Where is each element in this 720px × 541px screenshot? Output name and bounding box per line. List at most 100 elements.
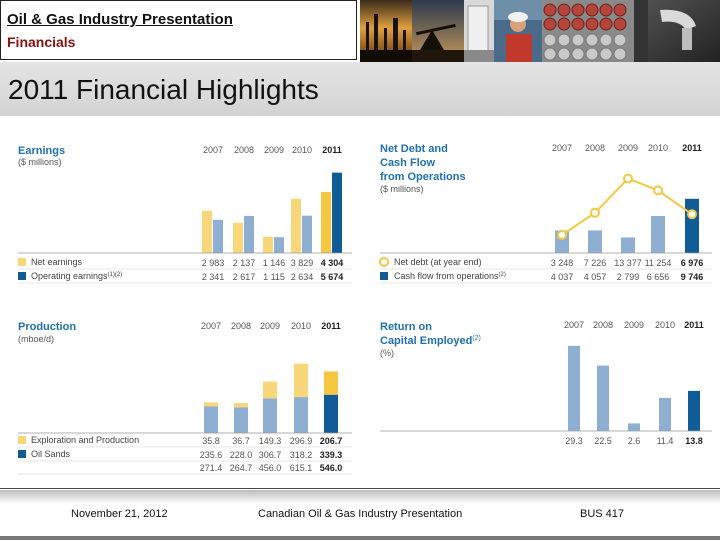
earnings-title: Earnings bbox=[18, 145, 65, 157]
slide-title-bar bbox=[0, 62, 720, 116]
earnings-bar-net-2009 bbox=[263, 236, 273, 253]
footer-title: Canadian Oil & Gas Industry Presentation bbox=[258, 508, 463, 520]
cash-flow-bar-2011 bbox=[685, 198, 699, 253]
net-debt-value-2007: 3 248 bbox=[551, 258, 574, 268]
net-debt-value-2009: 13 377 bbox=[614, 258, 642, 268]
net-debt-legend: Net debt (at year end) bbox=[394, 257, 482, 267]
earnings-year-2008: 2008 bbox=[234, 145, 254, 155]
production-bar-ep-2009 bbox=[263, 381, 277, 399]
production-bar-oilsands-2009 bbox=[263, 398, 277, 433]
roce-bar-2008 bbox=[597, 365, 609, 431]
earnings-year-2007: 2007 bbox=[203, 145, 223, 155]
production-value-oilsands-2008: 228.0 bbox=[230, 450, 253, 460]
cash-flow-bar-2009 bbox=[621, 237, 635, 253]
production-year-2009: 2009 bbox=[260, 321, 280, 331]
production-bar-ep-2008 bbox=[234, 403, 248, 408]
earnings-value-net-2009: 1 146 bbox=[263, 258, 286, 268]
net-debt-year-2011: 2011 bbox=[682, 143, 702, 153]
production-panel: Production (mboe/d) 2007 2008 2009 2010 2011… bbox=[18, 321, 352, 475]
storage-tanks-photo bbox=[464, 0, 494, 63]
production-year-2007: 2007 bbox=[201, 321, 221, 331]
roce-bar-2009 bbox=[628, 423, 640, 431]
earnings-value-operating-2010: 2 634 bbox=[291, 272, 314, 282]
roce-year-2011: 2011 bbox=[684, 320, 704, 330]
pumpjack-photo bbox=[412, 0, 464, 62]
net-debt-panel: Net Debt and Cash Flow from Operations (… bbox=[379, 143, 712, 284]
production-bar-ep-2010 bbox=[294, 363, 308, 398]
production-bar-oilsands-2011 bbox=[324, 394, 338, 433]
cash-flow-value-2009: 2 799 bbox=[617, 272, 640, 282]
net-debt-point-2009 bbox=[623, 173, 633, 184]
earnings-legend-net: Net earnings bbox=[31, 257, 83, 267]
net-debt-year-2007: 2007 bbox=[552, 143, 572, 153]
net-debt-year-2008: 2008 bbox=[585, 143, 605, 153]
roce-units: (%) bbox=[380, 348, 394, 358]
production-bar-oilsands-2010 bbox=[294, 397, 308, 433]
production-value-ep-2009: 149.3 bbox=[259, 436, 282, 446]
earnings-bar-operating-2007 bbox=[213, 219, 223, 253]
earnings-legend-swatch-net bbox=[18, 258, 26, 266]
roce-bar-2011 bbox=[688, 390, 700, 431]
earnings-value-net-2008: 2 137 bbox=[233, 258, 256, 268]
earnings-bar-operating-2010 bbox=[302, 215, 312, 253]
fuel-nozzle-photo bbox=[634, 0, 720, 62]
earnings-bar-net-2008 bbox=[233, 222, 243, 253]
production-year-2011: 2011 bbox=[321, 321, 341, 331]
earnings-units: ($ millions) bbox=[18, 157, 62, 167]
net-debt-point-2008 bbox=[590, 207, 600, 218]
roce-value-2007: 29.3 bbox=[565, 436, 583, 446]
roce-bars bbox=[568, 345, 700, 431]
production-title: Production bbox=[18, 321, 76, 333]
roce-title: Return on Capital Employed(2) bbox=[380, 321, 481, 347]
production-bar-ep-2007 bbox=[204, 402, 218, 407]
roce-value-2010: 11.4 bbox=[657, 436, 674, 446]
production-value-oilsands-2009: 306.7 bbox=[259, 450, 282, 460]
net-debt-value-2010: 11 254 bbox=[645, 258, 672, 268]
net-debt-value-2011: 6 976 bbox=[681, 258, 704, 268]
earnings-value-operating-2011: 5 674 bbox=[321, 272, 344, 282]
roce-value-2008: 22.5 bbox=[594, 436, 612, 446]
refinery-photo bbox=[360, 0, 412, 62]
production-value-ep-2011: 206.7 bbox=[320, 436, 343, 446]
cash-flow-bar-2010 bbox=[651, 215, 665, 253]
production-value-total-2009: 456.0 bbox=[259, 463, 282, 473]
earnings-value-operating-2008: 2 617 bbox=[233, 272, 256, 282]
production-bar-oilsands-2007 bbox=[204, 406, 218, 433]
roce-year-2009: 2009 bbox=[624, 320, 644, 330]
footer-shadow bbox=[0, 490, 720, 504]
earnings-panel: Earnings ($ millions) 2007 2008 2009 2010 20… bbox=[18, 145, 352, 284]
earnings-bars bbox=[202, 172, 342, 253]
worker-photo bbox=[494, 0, 542, 62]
earnings-year-2010: 2010 bbox=[292, 145, 312, 155]
cash-flow-legend: Cash flow from operations(2) bbox=[394, 271, 506, 281]
production-value-ep-2008: 36.7 bbox=[232, 436, 250, 446]
production-value-ep-2010: 296.9 bbox=[290, 436, 313, 446]
production-value-total-2010: 615.1 bbox=[290, 463, 313, 473]
earnings-value-net-2007: 2 983 bbox=[202, 258, 225, 268]
earnings-value-operating-2007: 2 341 bbox=[202, 272, 225, 282]
header-photos bbox=[360, 0, 720, 63]
slide-title: 2011 Financial Highlights bbox=[8, 74, 319, 105]
production-value-oilsands-2007: 235.6 bbox=[200, 450, 223, 460]
net-debt-point-2010 bbox=[653, 185, 663, 196]
footer-bottom-rule bbox=[0, 536, 720, 540]
earnings-year-2009: 2009 bbox=[264, 145, 284, 155]
production-value-total-2007: 271.4 bbox=[200, 463, 223, 473]
earnings-bar-net-2011 bbox=[321, 192, 331, 253]
earnings-value-operating-2009: 1 115 bbox=[263, 272, 285, 282]
presentation-title: Oil & Gas Industry Presentation bbox=[7, 11, 233, 28]
roce-value-labels: 29.3 22.5 2.6 11.4 13.8 bbox=[565, 436, 703, 446]
production-value-ep-2007: 35.8 bbox=[202, 436, 220, 446]
production-units: (mboe/d) bbox=[18, 334, 54, 344]
net-debt-point-2011 bbox=[687, 209, 697, 220]
footer-course: BUS 417 bbox=[580, 508, 625, 520]
net-debt-line bbox=[557, 173, 697, 240]
earnings-legend-swatch-operating bbox=[18, 272, 26, 280]
net-debt-title: Net Debt and Cash Flow from Operations bbox=[380, 143, 466, 183]
production-value-labels: 35.8 235.6 271.4 36.7 228.0 264.7 149.3 306.7 45… bbox=[200, 436, 343, 473]
cash-flow-bar-2008 bbox=[588, 230, 602, 253]
earnings-bar-operating-2008 bbox=[244, 215, 254, 253]
production-legend-oilsands: Oil Sands bbox=[31, 449, 71, 459]
roce-bar-2007 bbox=[568, 345, 580, 431]
net-debt-legend-marker bbox=[379, 257, 389, 267]
